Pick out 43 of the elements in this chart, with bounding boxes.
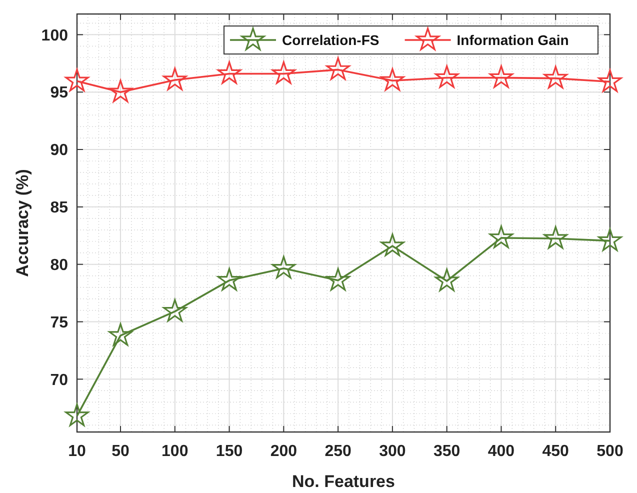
point bbox=[544, 226, 568, 249]
point bbox=[326, 268, 350, 291]
point bbox=[108, 80, 132, 102]
point bbox=[65, 404, 89, 426]
point bbox=[489, 226, 514, 248]
point bbox=[489, 65, 514, 88]
y-tick-label: 95 bbox=[50, 84, 68, 102]
y-tick-label: 75 bbox=[50, 314, 68, 332]
x-tick-label: 350 bbox=[433, 443, 460, 460]
point bbox=[598, 69, 622, 92]
point bbox=[380, 68, 404, 91]
y-tick-label: 100 bbox=[41, 27, 68, 44]
x-axis-title: No. Features bbox=[292, 472, 395, 491]
y-axis-title: Accuracy (%) bbox=[13, 169, 32, 277]
point bbox=[435, 65, 459, 88]
x-tick-label: 300 bbox=[379, 443, 406, 460]
point bbox=[108, 323, 132, 346]
point bbox=[163, 299, 187, 322]
legend-label: Correlation-FS bbox=[282, 32, 380, 48]
x-tick-label: 400 bbox=[488, 443, 515, 460]
x-tick-label: 200 bbox=[270, 443, 298, 460]
point bbox=[163, 68, 187, 90]
point bbox=[435, 268, 459, 292]
point bbox=[544, 66, 568, 88]
point bbox=[272, 61, 296, 84]
y-tick-label: 80 bbox=[50, 256, 68, 274]
y-tick-label: 85 bbox=[50, 200, 68, 217]
x-tick-label: 450 bbox=[542, 443, 570, 460]
point bbox=[326, 57, 350, 80]
y-tick-label: 90 bbox=[50, 142, 68, 160]
point bbox=[217, 268, 242, 291]
x-tick-label: 500 bbox=[596, 443, 624, 460]
point bbox=[217, 61, 242, 84]
x-tick-label: 10 bbox=[68, 443, 86, 460]
y-tick-label: 70 bbox=[50, 372, 68, 389]
x-tick-label: 250 bbox=[324, 443, 352, 460]
point bbox=[380, 234, 404, 256]
x-tick-label: 150 bbox=[216, 443, 243, 460]
x-tick-label: 100 bbox=[162, 443, 188, 460]
point bbox=[272, 256, 296, 279]
x-tick-label: 50 bbox=[112, 443, 130, 460]
legend-label: Information Gain bbox=[456, 32, 569, 48]
point bbox=[598, 228, 622, 251]
